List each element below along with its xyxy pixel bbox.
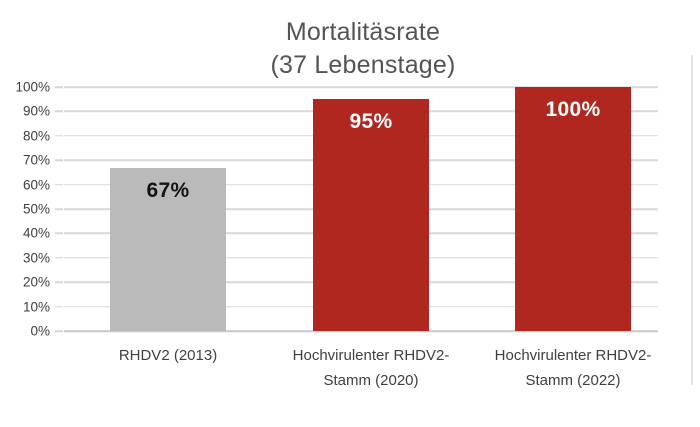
y-axis-label: 30%	[22, 250, 50, 266]
y-axis-tick	[55, 110, 63, 113]
bar-3: 100%	[515, 87, 631, 331]
x-axis-label-line: Hochvirulenter RHDV2-	[494, 347, 652, 364]
chart-title-line-2: (37 Lebenstage)	[270, 51, 456, 79]
y-axis-tick	[55, 257, 63, 259]
bar-value-label: 100%	[545, 98, 601, 121]
x-axis-label-line: Stamm (2020)	[323, 372, 419, 389]
y-axis-label: 50%	[22, 201, 50, 217]
x-axis-label: Hochvirulenter RHDV2- Stamm (2022)	[458, 343, 688, 393]
x-axis-line	[64, 330, 658, 332]
y-axis-tick	[55, 208, 63, 210]
y-axis-tick	[55, 330, 63, 332]
y-axis-label: 20%	[22, 274, 50, 290]
x-axis-label-line: RHDV2 (2013)	[118, 347, 218, 364]
gridline	[64, 86, 658, 88]
y-axis-label: 90%	[22, 103, 50, 119]
y-axis-label: 0%	[30, 323, 50, 339]
y-axis-tick	[55, 135, 63, 137]
y-axis-label: 100%	[15, 79, 50, 95]
y-axis-tick	[55, 86, 63, 88]
chart-title: Mortalitäsrate (37 Lebenstage)	[63, 16, 663, 82]
bar-value-label: 95%	[349, 110, 393, 134]
y-axis-tick	[55, 281, 63, 283]
bar-2: 95%	[313, 99, 429, 331]
bar-1: 67%	[110, 167, 226, 331]
y-axis-label: 10%	[22, 299, 50, 315]
x-axis-label: RHDV2 (2013)	[53, 343, 283, 368]
y-axis-tick	[55, 305, 63, 308]
chart-title-line-1: Mortalitäsrate	[285, 18, 441, 46]
y-axis-tick	[55, 183, 63, 186]
bar-value-label: 67%	[146, 178, 190, 202]
x-axis-label: Hochvirulenter RHDV2- Stamm (2020)	[256, 343, 486, 393]
y-axis-label: 40%	[22, 225, 50, 241]
y-axis-tick	[55, 159, 63, 161]
chart-frame-border-line	[691, 55, 693, 385]
y-axis-label: 70%	[22, 152, 50, 168]
x-axis: RHDV2 (2013) Hochvirulenter RHDV2- Stamm (…	[64, 343, 658, 403]
x-axis-label-line: Stamm (2022)	[525, 372, 621, 389]
y-axis-label: 80%	[22, 128, 50, 144]
plot-area: 67% 95% 100%	[64, 86, 658, 332]
x-axis-label-line: Hochvirulenter RHDV2-	[292, 347, 450, 364]
y-axis-label: 60%	[22, 177, 50, 193]
y-axis-tick	[55, 232, 63, 235]
y-axis: 0% 10% 20% 30% 40% 50% 60% 70% 80% 90% 100%	[0, 80, 64, 339]
